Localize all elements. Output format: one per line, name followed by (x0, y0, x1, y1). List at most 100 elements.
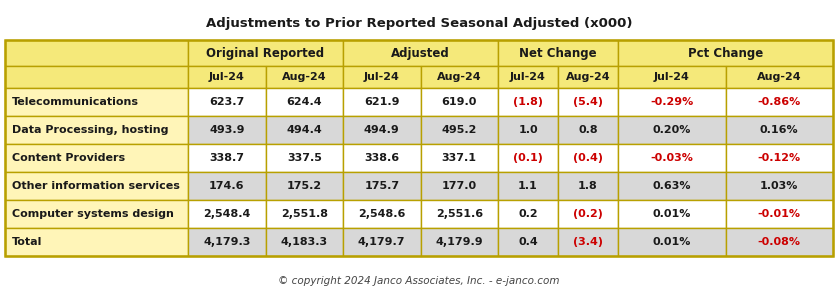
Text: Aug-24: Aug-24 (757, 72, 802, 82)
Text: Adjustments to Prior Reported Seasonal Adjusted (x000): Adjustments to Prior Reported Seasonal A… (206, 17, 632, 30)
Text: Telecommunications: Telecommunications (12, 97, 139, 107)
Bar (726, 144, 833, 172)
Bar (498, 144, 558, 172)
Text: 175.2: 175.2 (287, 181, 322, 191)
Bar (618, 66, 726, 88)
Text: (5.4): (5.4) (573, 97, 603, 107)
Text: Jul-24: Jul-24 (654, 72, 690, 82)
Text: Jul-24: Jul-24 (209, 72, 245, 82)
Text: 1.1: 1.1 (518, 181, 538, 191)
Bar (5, 228, 188, 256)
Text: Computer systems design: Computer systems design (12, 209, 173, 219)
Text: 0.8: 0.8 (578, 125, 597, 135)
Bar (266, 116, 343, 144)
Text: © copyright 2024 Janco Associates, Inc. - e-janco.com: © copyright 2024 Janco Associates, Inc. … (278, 276, 560, 286)
Bar (343, 88, 421, 116)
Text: 621.9: 621.9 (364, 97, 400, 107)
Bar (188, 200, 266, 228)
Bar (188, 172, 266, 200)
Text: Total: Total (12, 237, 43, 247)
Text: 337.1: 337.1 (442, 153, 477, 163)
Text: 0.01%: 0.01% (653, 237, 691, 247)
Text: -0.12%: -0.12% (758, 153, 801, 163)
Text: (1.8): (1.8) (513, 97, 543, 107)
Bar (498, 40, 618, 66)
Text: Jul-24: Jul-24 (364, 72, 400, 82)
Bar (5, 88, 188, 116)
Bar (726, 88, 833, 116)
Text: 337.5: 337.5 (287, 153, 322, 163)
Text: 2,548.6: 2,548.6 (358, 209, 406, 219)
Text: 4,179.7: 4,179.7 (358, 237, 406, 247)
Bar (498, 228, 558, 256)
Bar (188, 88, 266, 116)
Bar (343, 116, 421, 144)
Text: 0.63%: 0.63% (653, 181, 691, 191)
Text: 338.7: 338.7 (210, 153, 244, 163)
Bar (498, 88, 558, 116)
Bar (618, 172, 726, 200)
Text: Jul-24: Jul-24 (510, 72, 546, 82)
Bar (618, 116, 726, 144)
Bar (5, 116, 188, 144)
Bar (266, 228, 343, 256)
Bar (421, 88, 498, 116)
Text: 495.2: 495.2 (442, 125, 477, 135)
Bar (188, 40, 343, 66)
Bar (5, 66, 188, 88)
Bar (421, 228, 498, 256)
Text: 2,551.6: 2,551.6 (436, 209, 483, 219)
Text: 4,183.3: 4,183.3 (281, 237, 328, 247)
Bar (498, 116, 558, 144)
Text: (0.2): (0.2) (573, 209, 603, 219)
Bar (558, 88, 618, 116)
Bar (343, 144, 421, 172)
Bar (618, 228, 726, 256)
Text: Content Providers: Content Providers (12, 153, 125, 163)
Bar (618, 200, 726, 228)
Text: 4,179.9: 4,179.9 (436, 237, 483, 247)
Bar (5, 144, 188, 172)
Text: Pct Change: Pct Change (688, 47, 763, 60)
Text: (0.4): (0.4) (573, 153, 603, 163)
Text: 494.9: 494.9 (364, 125, 400, 135)
Bar (726, 228, 833, 256)
Bar (5, 200, 188, 228)
Text: 619.0: 619.0 (442, 97, 477, 107)
Bar (421, 144, 498, 172)
Text: 4,179.3: 4,179.3 (203, 237, 251, 247)
Text: 177.0: 177.0 (442, 181, 477, 191)
Text: -0.01%: -0.01% (758, 209, 801, 219)
Text: Aug-24: Aug-24 (566, 72, 610, 82)
Bar (266, 144, 343, 172)
Bar (5, 40, 833, 256)
Bar (421, 66, 498, 88)
Text: 2,548.4: 2,548.4 (203, 209, 251, 219)
Bar (558, 66, 618, 88)
Bar (558, 116, 618, 144)
Text: 623.7: 623.7 (210, 97, 245, 107)
Bar (343, 228, 421, 256)
Text: 175.7: 175.7 (365, 181, 400, 191)
Bar (343, 172, 421, 200)
Text: Adjusted: Adjusted (391, 47, 450, 60)
Bar (266, 88, 343, 116)
Bar (188, 228, 266, 256)
Bar (266, 66, 343, 88)
Text: Aug-24: Aug-24 (282, 72, 327, 82)
Text: 624.4: 624.4 (287, 97, 322, 107)
Text: 0.01%: 0.01% (653, 209, 691, 219)
Text: 0.4: 0.4 (518, 237, 538, 247)
Text: -0.86%: -0.86% (758, 97, 801, 107)
Bar (558, 200, 618, 228)
Text: 0.20%: 0.20% (653, 125, 691, 135)
Bar (421, 172, 498, 200)
Bar (188, 66, 266, 88)
Text: 0.16%: 0.16% (760, 125, 799, 135)
Text: -0.03%: -0.03% (650, 153, 693, 163)
Text: -0.29%: -0.29% (650, 97, 693, 107)
Bar (266, 172, 343, 200)
Bar (726, 172, 833, 200)
Text: 338.6: 338.6 (365, 153, 400, 163)
Bar (618, 88, 726, 116)
